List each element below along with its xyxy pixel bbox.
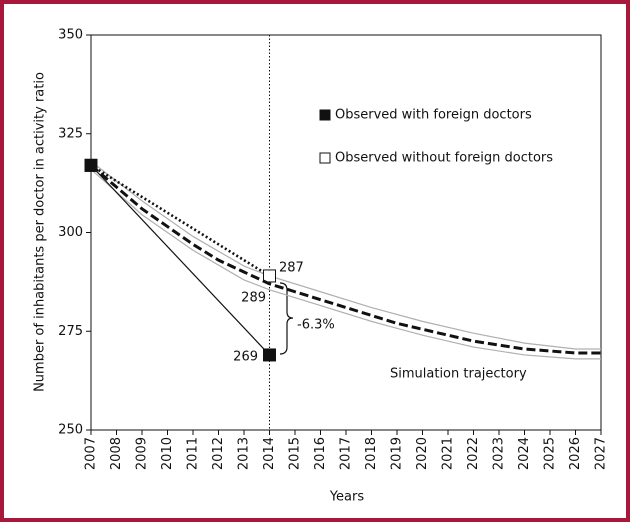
x-tick-label: 2022: [466, 437, 481, 470]
marker: [263, 348, 276, 362]
x-tick-label: 2026: [568, 437, 583, 470]
series-line: [90, 164, 270, 356]
y-tick-label: 325: [58, 126, 83, 141]
x-tick-label: 2007: [84, 437, 99, 470]
x-tick-label: 2020: [415, 437, 430, 470]
annotation: -6.3%: [297, 318, 335, 333]
y-tick-label: 300: [58, 225, 83, 240]
band-upper: [90, 160, 601, 350]
annotation: 269: [233, 350, 258, 365]
x-tick-label: 2021: [441, 437, 456, 470]
y-tick-label: 275: [58, 324, 83, 339]
legend-label: Observed with foreign doctors: [335, 108, 532, 123]
x-tick-label: 2017: [339, 437, 354, 470]
brace: [279, 282, 294, 355]
x-tick-label: 2011: [186, 437, 201, 470]
band-lower: [90, 168, 601, 360]
y-axis-title: Number of inhabitants per doctor in acti…: [33, 72, 48, 392]
legend-marker: [319, 152, 331, 164]
marker: [263, 269, 276, 283]
legend-marker: [319, 109, 331, 121]
x-axis-title: Years: [329, 490, 365, 505]
x-tick-label: 2010: [160, 437, 175, 470]
x-tick-label: 2019: [390, 437, 405, 470]
annotation: 287: [279, 261, 304, 276]
marker: [84, 158, 98, 172]
series-label: Simulation trajectory: [390, 367, 527, 382]
annotation: 289: [241, 291, 266, 306]
x-tick-label: 2009: [135, 437, 150, 470]
y-tick-label: 250: [58, 423, 83, 438]
x-tick-label: 2024: [517, 437, 532, 470]
x-tick-label: 2014: [262, 437, 277, 470]
series-line: [90, 164, 271, 278]
x-tick-label: 2016: [313, 437, 328, 470]
series-line: [90, 164, 601, 355]
legend-label: Observed without foreign doctors: [335, 151, 553, 166]
x-tick-label: 2025: [543, 437, 558, 470]
x-tick-label: 2008: [109, 437, 124, 470]
x-tick-label: 2023: [492, 437, 507, 470]
x-tick-label: 2018: [364, 437, 379, 470]
x-tick-label: 2015: [288, 437, 303, 470]
x-tick-label: 2012: [211, 437, 226, 470]
x-tick-label: 2027: [594, 437, 609, 470]
x-tick-label: 2013: [237, 437, 252, 470]
y-tick-label: 350: [58, 28, 83, 43]
